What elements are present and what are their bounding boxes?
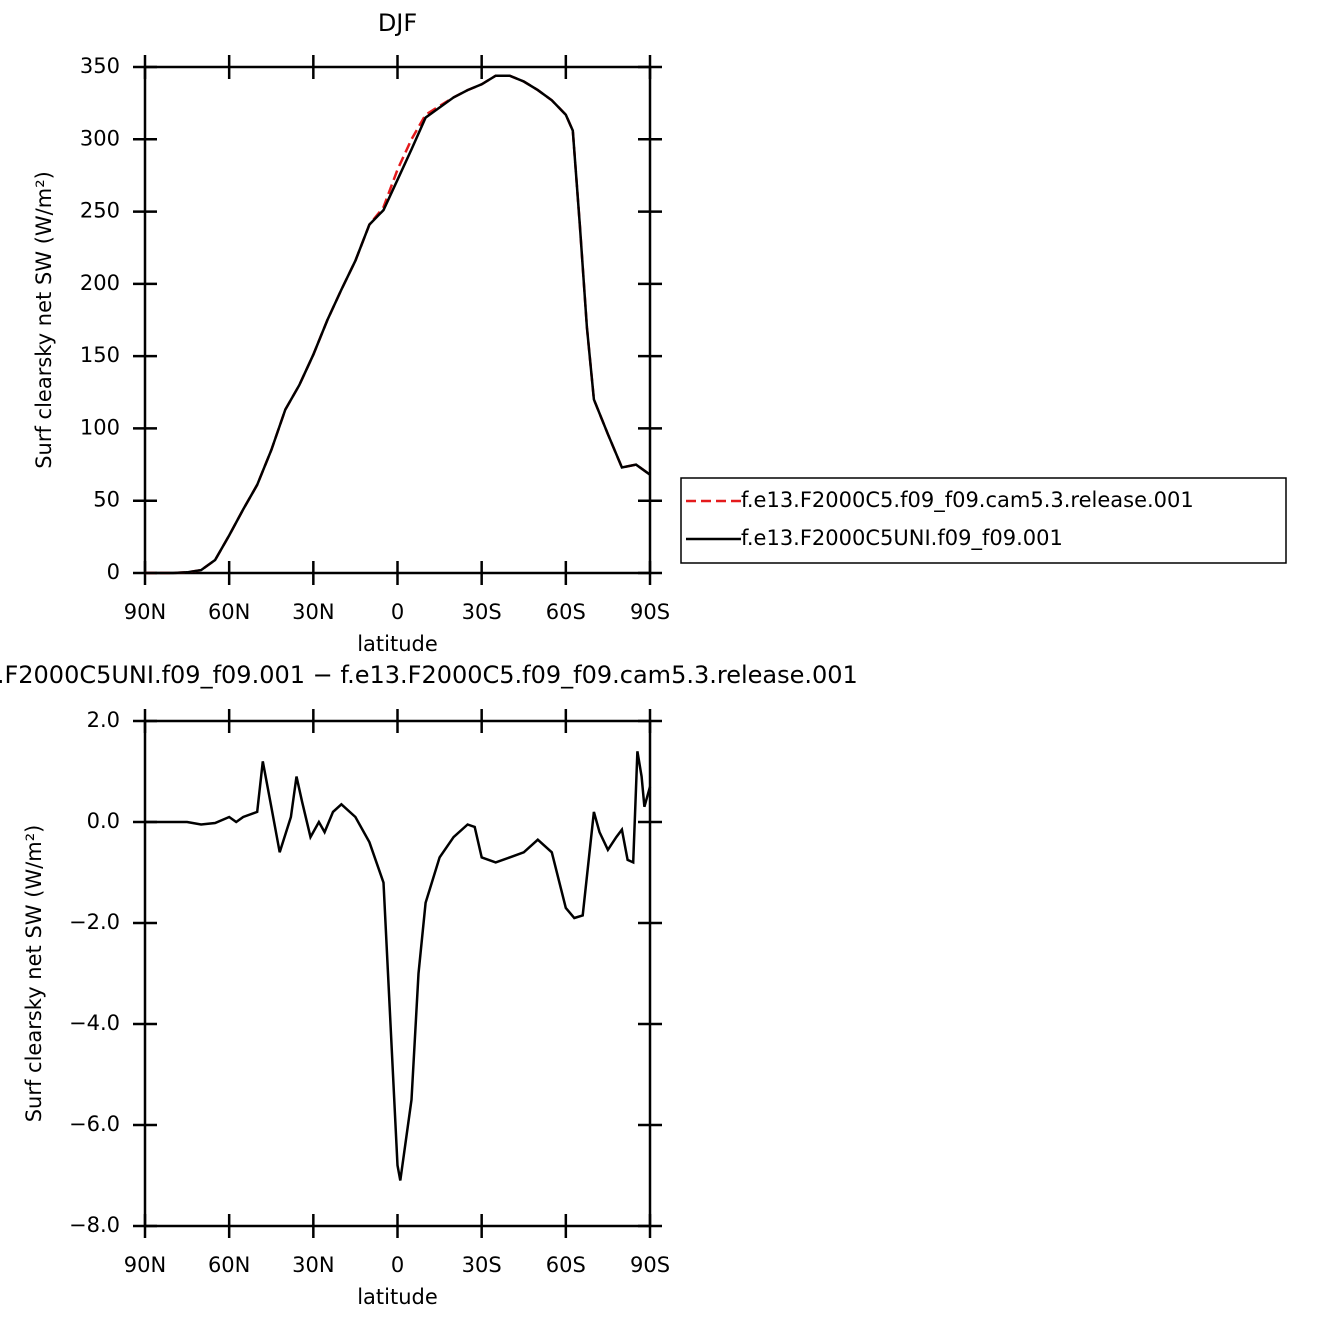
chart-title: f.e13.F2000C5UNI.f09_f09.001 − f.e13.F20… xyxy=(0,661,858,689)
x-tick-label: 30N xyxy=(292,1253,334,1277)
y-tick-label: 2.0 xyxy=(87,708,120,732)
y-tick-label: −6.0 xyxy=(69,1112,120,1136)
x-tick-label: 60S xyxy=(546,1253,586,1277)
y-tick-label: 350 xyxy=(80,54,120,78)
chart-title: DJF xyxy=(378,9,417,37)
y-tick-label: 300 xyxy=(80,126,120,150)
x-tick-label: 0 xyxy=(391,600,404,624)
x-tick-label: 30S xyxy=(462,1253,502,1277)
y-axis-label: Surf clearsky net SW (W/m²) xyxy=(32,171,56,469)
legend-label: f.e13.F2000C5UNI.f09_f09.001 xyxy=(741,526,1063,551)
y-tick-label: 0 xyxy=(107,560,120,584)
x-tick-label: 90S xyxy=(630,600,670,624)
x-tick-label: 30S xyxy=(462,600,502,624)
x-axis-label: latitude xyxy=(357,1285,438,1309)
y-tick-label: 150 xyxy=(80,343,120,367)
legend-label: f.e13.F2000C5.f09_f09.cam5.3.release.001 xyxy=(741,488,1194,513)
data-line xyxy=(145,74,651,575)
y-tick-label: −2.0 xyxy=(69,910,120,934)
x-tick-label: 60N xyxy=(208,600,250,624)
x-tick-label: 0 xyxy=(391,1253,404,1277)
legend-box xyxy=(680,477,1287,564)
y-tick-label: −8.0 xyxy=(69,1213,120,1237)
x-tick-label: 90S xyxy=(630,1253,670,1277)
x-tick-label: 30N xyxy=(292,600,334,624)
y-tick-label: 100 xyxy=(80,415,120,439)
y-tick-label: 250 xyxy=(80,199,120,223)
x-tick-label: 90N xyxy=(124,600,166,624)
x-tick-label: 60N xyxy=(208,1253,250,1277)
y-tick-label: −4.0 xyxy=(69,1011,120,1035)
y-tick-label: 0.0 xyxy=(87,809,120,833)
data-line xyxy=(145,751,652,1181)
y-tick-label: 50 xyxy=(93,488,120,512)
x-tick-label: 90N xyxy=(124,1253,166,1277)
x-axis-label: latitude xyxy=(357,632,438,656)
y-axis-label: Surf clearsky net SW (W/m²) xyxy=(22,825,46,1123)
y-tick-label: 200 xyxy=(80,271,120,295)
x-tick-label: 60S xyxy=(546,600,586,624)
